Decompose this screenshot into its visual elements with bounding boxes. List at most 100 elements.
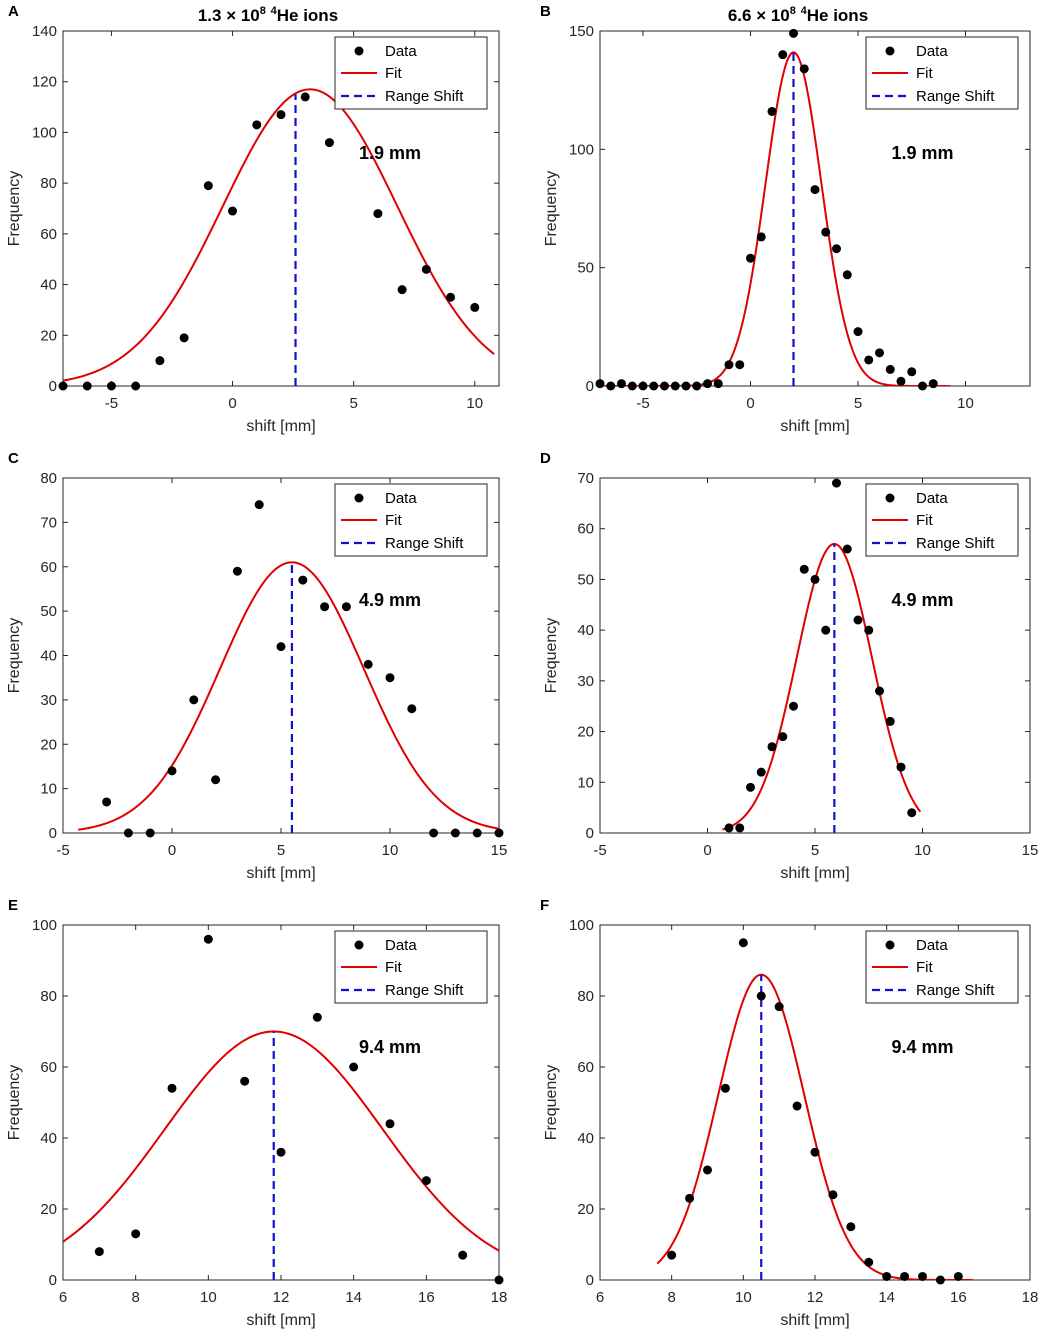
panel-letter: B bbox=[540, 3, 551, 20]
data-point bbox=[606, 381, 616, 391]
data-point bbox=[363, 659, 373, 669]
x-tick-label: 10 bbox=[914, 842, 931, 859]
data-point bbox=[446, 292, 456, 302]
x-axis-label: shift [mm] bbox=[246, 865, 315, 882]
y-axis-label: Frequency bbox=[6, 618, 23, 694]
data-point bbox=[724, 360, 734, 370]
data-point bbox=[774, 1002, 784, 1012]
x-tick-label: 5 bbox=[277, 842, 285, 859]
data-point bbox=[617, 379, 626, 389]
data-point bbox=[298, 575, 308, 585]
data-point bbox=[896, 376, 906, 386]
y-tick-label: 40 bbox=[40, 648, 57, 665]
legend: Data Fit Range Shift bbox=[334, 36, 488, 110]
data-point bbox=[167, 766, 177, 776]
data-point bbox=[385, 673, 395, 683]
data-point bbox=[875, 348, 884, 358]
y-tick-label: 40 bbox=[577, 622, 594, 639]
y-tick-label: 80 bbox=[40, 988, 57, 1005]
y-tick-label: 100 bbox=[32, 124, 57, 141]
legend-data-marker bbox=[354, 493, 364, 503]
y-tick-label: 0 bbox=[586, 825, 594, 842]
data-point bbox=[853, 615, 863, 625]
data-point bbox=[810, 574, 820, 584]
legend-entry: Data bbox=[385, 43, 417, 60]
legend-data-marker bbox=[354, 940, 364, 950]
data-point bbox=[470, 302, 480, 312]
x-axis-label: shift [mm] bbox=[780, 418, 849, 435]
data-point bbox=[756, 232, 766, 242]
legend-entry: Fit bbox=[916, 512, 933, 529]
fit-curve bbox=[600, 51, 951, 386]
x-tick-label: 18 bbox=[1022, 1289, 1039, 1306]
data-point bbox=[746, 253, 755, 263]
data-point bbox=[145, 828, 155, 838]
data-point bbox=[756, 767, 766, 777]
data-point bbox=[667, 1250, 677, 1260]
data-point bbox=[900, 1271, 910, 1281]
y-tick-label: 20 bbox=[577, 724, 594, 741]
data-point bbox=[211, 775, 221, 785]
data-point bbox=[842, 544, 852, 554]
legend-entry: Range Shift bbox=[916, 535, 995, 552]
data-point bbox=[385, 1119, 395, 1129]
data-point bbox=[799, 64, 809, 74]
data-point bbox=[720, 1083, 730, 1093]
data-point bbox=[494, 1275, 504, 1285]
legend: Data Fit Range Shift bbox=[334, 483, 488, 557]
data-point bbox=[397, 285, 407, 295]
x-tick-label: 5 bbox=[854, 395, 862, 412]
data-point bbox=[882, 1271, 892, 1281]
y-tick-label: 150 bbox=[569, 23, 594, 40]
legend-entry: Range Shift bbox=[916, 88, 995, 105]
y-tick-label: 0 bbox=[49, 825, 57, 842]
data-point bbox=[928, 379, 938, 389]
y-tick-label: 20 bbox=[577, 1201, 594, 1218]
y-tick-label: 0 bbox=[586, 1272, 594, 1289]
data-point bbox=[832, 478, 841, 488]
y-axis-label: Frequency bbox=[543, 1065, 560, 1141]
data-point bbox=[240, 1076, 250, 1086]
data-point bbox=[179, 333, 189, 343]
data-point bbox=[703, 1165, 712, 1175]
data-point bbox=[494, 828, 504, 838]
legend-entry: Fit bbox=[916, 959, 933, 976]
data-point bbox=[102, 797, 112, 807]
x-tick-label: 8 bbox=[131, 1289, 139, 1306]
y-tick-label: 60 bbox=[40, 1059, 57, 1076]
y-tick-label: 40 bbox=[40, 1130, 57, 1147]
data-point bbox=[189, 695, 199, 705]
x-tick-label: 12 bbox=[273, 1289, 290, 1306]
x-tick-label: 18 bbox=[491, 1289, 508, 1306]
y-tick-label: 20 bbox=[40, 736, 57, 753]
data-point bbox=[649, 381, 659, 391]
range-shift-annotation: 4.9 mm bbox=[891, 590, 953, 610]
data-point bbox=[842, 270, 852, 280]
x-axis-label: shift [mm] bbox=[780, 865, 849, 882]
x-tick-label: 15 bbox=[491, 842, 508, 859]
legend-entry: Data bbox=[916, 43, 948, 60]
y-tick-label: 40 bbox=[577, 1130, 594, 1147]
range-shift-annotation: 1.9 mm bbox=[359, 143, 421, 163]
data-point bbox=[681, 381, 691, 391]
x-tick-label: 16 bbox=[950, 1289, 967, 1306]
data-point bbox=[252, 120, 262, 130]
data-point bbox=[276, 642, 286, 652]
data-point bbox=[131, 1229, 141, 1239]
col-title-exponent: 8 bbox=[260, 5, 266, 17]
data-point bbox=[685, 1193, 695, 1203]
y-tick-label: 0 bbox=[586, 378, 594, 395]
legend: Data Fit Range Shift bbox=[334, 930, 488, 1004]
data-point bbox=[341, 602, 351, 612]
data-point bbox=[703, 379, 712, 389]
data-point bbox=[94, 1247, 104, 1257]
data-point bbox=[832, 244, 841, 254]
data-point bbox=[300, 92, 310, 102]
panel-letter: A bbox=[8, 3, 19, 20]
x-tick-label: -5 bbox=[593, 842, 606, 859]
data-point bbox=[810, 185, 820, 195]
data-point bbox=[799, 564, 809, 574]
data-point bbox=[312, 1012, 322, 1022]
